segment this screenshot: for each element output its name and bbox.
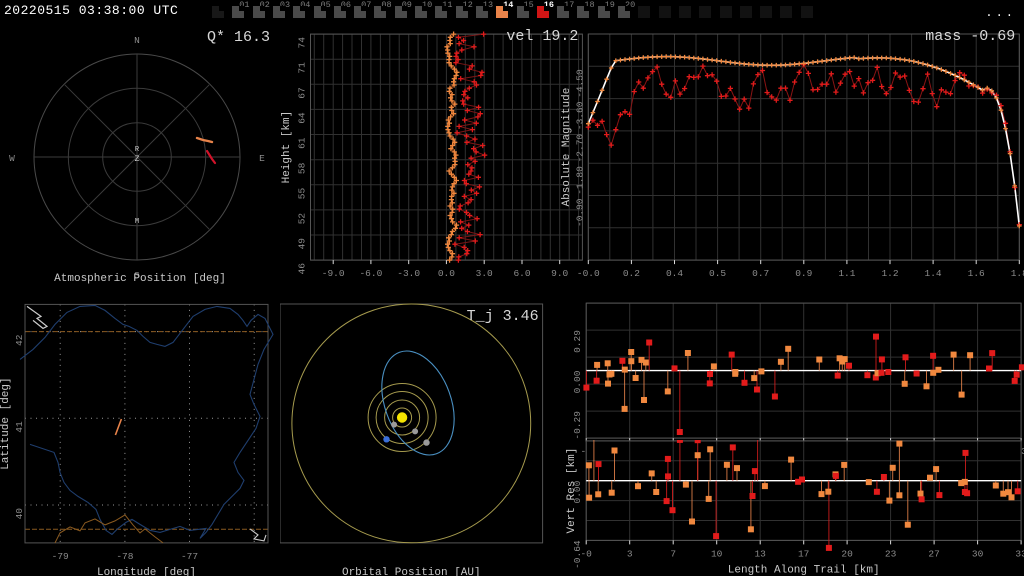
- svg-text:3.0: 3.0: [476, 268, 493, 279]
- svg-text:40: 40: [14, 508, 25, 520]
- svg-text:Vert Res [km]: Vert Res [km]: [566, 448, 578, 534]
- svg-text:Height [km]: Height [km]: [281, 111, 293, 184]
- svg-text:42: 42: [14, 334, 25, 346]
- svg-text:T_j 3.46: T_j 3.46: [467, 308, 539, 325]
- svg-text:41: 41: [14, 421, 25, 433]
- svg-text:0.29: 0.29: [572, 330, 583, 353]
- svg-text:R: R: [135, 146, 140, 154]
- svg-text:-78: -78: [116, 551, 133, 562]
- svg-text:-6.0: -6.0: [359, 268, 382, 279]
- svg-text:30: 30: [972, 548, 984, 559]
- svg-text:1.1: 1.1: [838, 268, 855, 279]
- svg-text:10: 10: [711, 548, 723, 559]
- svg-text:1.2: 1.2: [881, 268, 898, 279]
- svg-text:-0.64: -0.64: [572, 540, 583, 569]
- svg-text:58: 58: [297, 162, 308, 174]
- svg-text:Latitude [deg]: Latitude [deg]: [0, 377, 12, 469]
- svg-text:64: 64: [297, 112, 308, 124]
- svg-text:Longitude [deg]: Longitude [deg]: [97, 567, 196, 576]
- svg-text:71: 71: [297, 62, 308, 74]
- svg-text:67: 67: [297, 87, 308, 98]
- svg-text:20: 20: [841, 548, 853, 559]
- svg-text:-9.0: -9.0: [322, 268, 345, 279]
- svg-text:-3.0: -3.0: [397, 268, 420, 279]
- svg-text:Q* 16.3: Q* 16.3: [207, 29, 270, 46]
- svg-text:Z: Z: [135, 155, 140, 164]
- svg-text:1.4: 1.4: [925, 268, 942, 279]
- svg-text:74: 74: [297, 37, 308, 49]
- svg-text:0.9: 0.9: [795, 268, 812, 279]
- svg-text:13: 13: [754, 548, 766, 559]
- svg-text:46: 46: [297, 263, 308, 275]
- svg-text:6.0: 6.0: [513, 268, 530, 279]
- svg-text:-79: -79: [52, 551, 69, 562]
- svg-text:-77: -77: [181, 551, 198, 562]
- svg-text:27: 27: [928, 548, 939, 559]
- svg-text:0.7: 0.7: [752, 268, 769, 279]
- svg-text:-0.90: -0.90: [574, 198, 585, 227]
- svg-text:61: 61: [297, 137, 308, 149]
- svg-text:-0.29: -0.29: [572, 411, 583, 440]
- svg-text:55: 55: [297, 188, 308, 200]
- svg-text:7: 7: [670, 548, 676, 559]
- svg-text:-2.70: -2.70: [574, 134, 585, 163]
- svg-text:-0.0: -0.0: [577, 268, 600, 279]
- svg-text:E: E: [259, 153, 265, 164]
- svg-text:Orbital Position [AU]: Orbital Position [AU]: [342, 567, 481, 576]
- svg-text:17: 17: [798, 548, 809, 559]
- svg-text:-3.60: -3.60: [574, 101, 585, 130]
- svg-text:49: 49: [297, 238, 308, 250]
- svg-text:33: 33: [1015, 548, 1024, 559]
- svg-text:0.5: 0.5: [709, 268, 726, 279]
- svg-text:-4.50: -4.50: [574, 69, 585, 98]
- svg-text:23: 23: [885, 548, 897, 559]
- svg-text:0.4: 0.4: [666, 268, 683, 279]
- svg-text:0.2: 0.2: [623, 268, 640, 279]
- svg-text:52: 52: [297, 213, 308, 225]
- svg-text:3: 3: [627, 548, 633, 559]
- svg-text:-1.80: -1.80: [574, 166, 585, 195]
- svg-text:1.8: 1.8: [1011, 268, 1024, 279]
- svg-text:W: W: [9, 153, 15, 164]
- svg-text:Length Along Trail [km]: Length Along Trail [km]: [728, 564, 880, 576]
- svg-text:0.0: 0.0: [438, 268, 455, 279]
- svg-text:1.6: 1.6: [968, 268, 985, 279]
- svg-text:mass -0.69: mass -0.69: [925, 28, 1015, 45]
- svg-text:0.00: 0.00: [572, 370, 583, 393]
- svg-text:M: M: [135, 218, 139, 226]
- svg-text:Atmospheric Position [deg]: Atmospheric Position [deg]: [54, 273, 226, 284]
- svg-text:Absolute Magnitude: Absolute Magnitude: [561, 88, 573, 207]
- svg-text:N: N: [134, 35, 140, 46]
